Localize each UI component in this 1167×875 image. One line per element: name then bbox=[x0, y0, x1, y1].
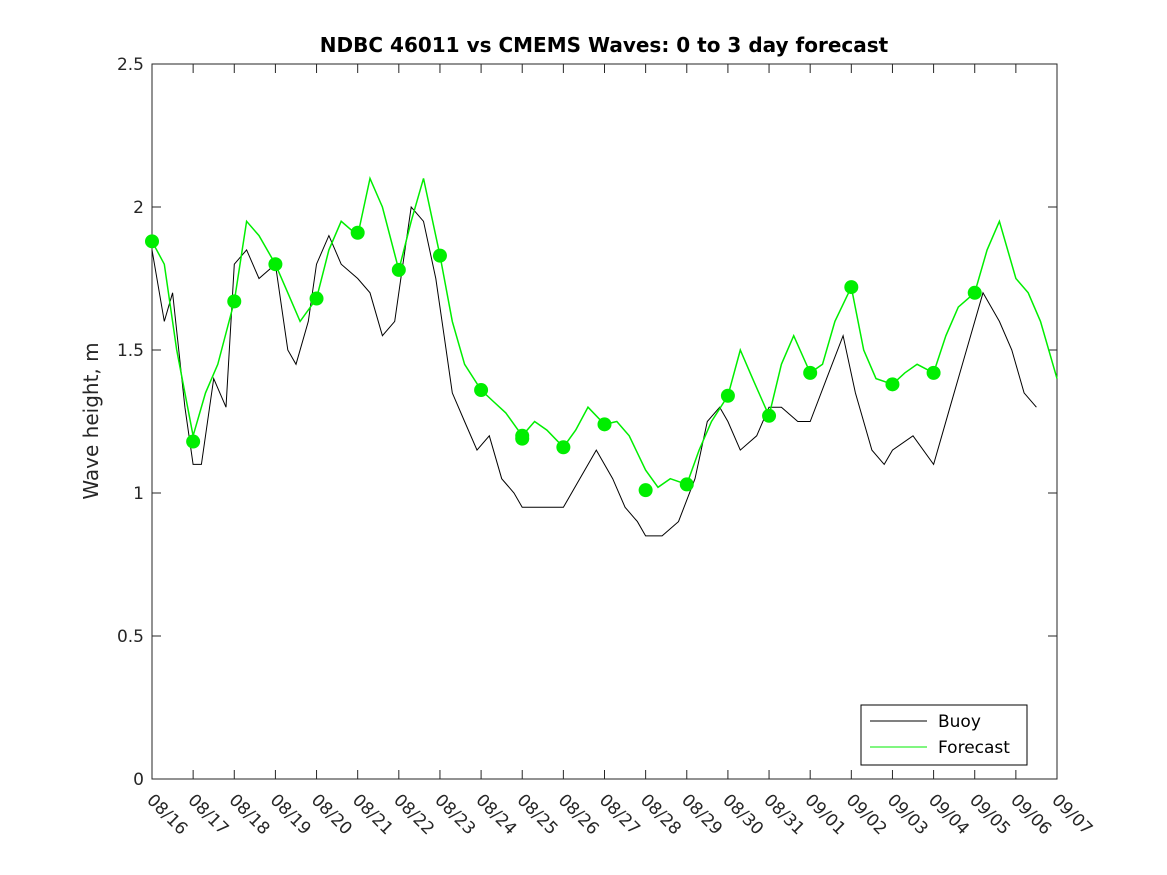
forecast-marker bbox=[597, 417, 612, 432]
forecast-marker bbox=[762, 408, 777, 423]
forecast-marker bbox=[720, 388, 735, 403]
forecast-marker bbox=[350, 225, 365, 240]
forecast-marker bbox=[227, 294, 242, 309]
forecast-marker bbox=[638, 483, 653, 498]
forecast-marker bbox=[432, 248, 447, 263]
forecast-marker bbox=[926, 365, 941, 380]
forecast-marker bbox=[309, 291, 324, 306]
forecast-marker bbox=[186, 434, 201, 449]
y-axis-title: Wave height, m bbox=[79, 342, 103, 499]
y-tick-label: 0.5 bbox=[117, 627, 144, 647]
forecast-marker bbox=[844, 280, 859, 295]
forecast-marker bbox=[515, 431, 530, 446]
legend-forecast-label: Forecast bbox=[938, 738, 1010, 758]
forecast-marker bbox=[556, 440, 571, 455]
y-tick-label: 2.5 bbox=[117, 55, 144, 75]
chart-title: NDBC 46011 vs CMEMS Waves: 0 to 3 day fo… bbox=[320, 33, 889, 57]
forecast-marker bbox=[885, 377, 900, 392]
forecast-marker bbox=[679, 477, 694, 492]
y-tick-label: 1.5 bbox=[117, 341, 144, 361]
forecast-marker bbox=[391, 262, 406, 277]
y-tick-label: 0 bbox=[133, 770, 144, 790]
y-tick-label: 2 bbox=[133, 198, 144, 218]
legend: Buoy Forecast bbox=[860, 704, 1028, 766]
series-line-buoy bbox=[151, 205, 1037, 537]
forecast-marker bbox=[474, 383, 489, 398]
forecast-marker bbox=[803, 365, 818, 380]
legend-box bbox=[860, 704, 1028, 766]
forecast-marker bbox=[268, 257, 283, 272]
forecast-marker bbox=[967, 285, 982, 300]
legend-buoy-label: Buoy bbox=[938, 712, 981, 732]
forecast-marker bbox=[145, 234, 159, 249]
y-tick-label: 1 bbox=[133, 484, 144, 504]
